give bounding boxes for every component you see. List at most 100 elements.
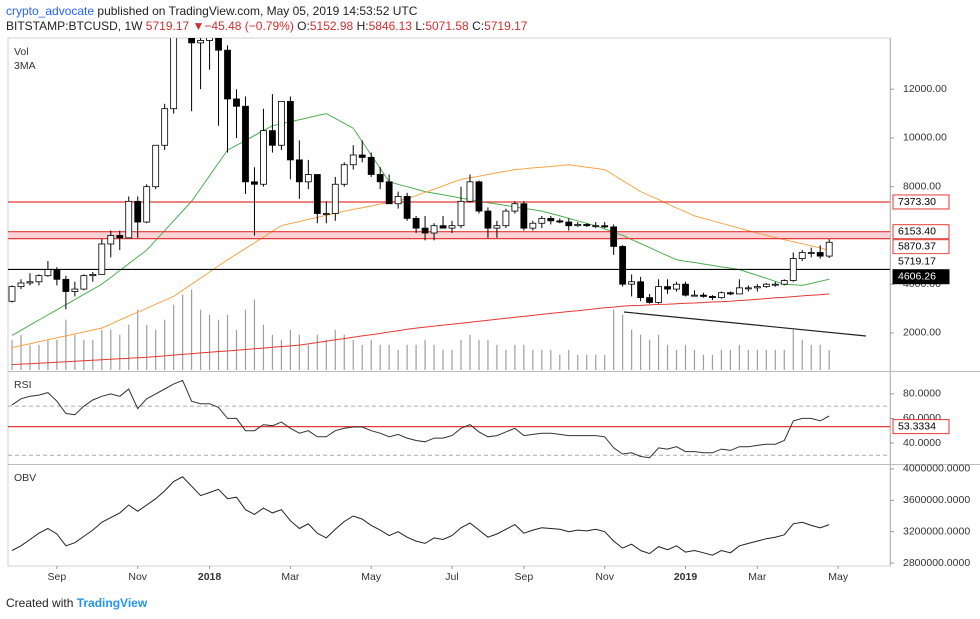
- candle-body: [700, 294, 707, 297]
- candle-body: [170, 38, 178, 110]
- candle-body: [484, 210, 492, 229]
- candle-body: [35, 275, 43, 283]
- candle-body: [385, 181, 393, 205]
- volume-bar: [577, 354, 579, 370]
- candle-body: [242, 105, 249, 183]
- candle-body: [251, 181, 258, 185]
- volume-bar: [559, 354, 561, 370]
- candle-body: [322, 213, 330, 215]
- candle-body: [439, 225, 447, 229]
- footer-text: Created with: [6, 596, 74, 610]
- volume-bar: [720, 349, 723, 370]
- candle-body: [403, 196, 411, 219]
- x-tick-label: Nov: [595, 571, 614, 583]
- y-tick-label: 3600000.0000: [903, 494, 970, 506]
- volume-bar: [801, 339, 803, 370]
- candle-body: [295, 159, 303, 183]
- volume-bar: [496, 344, 498, 370]
- candle-body: [682, 283, 689, 296]
- candle-body: [233, 98, 240, 107]
- candle-body: [206, 38, 213, 41]
- volume-bar: [765, 349, 767, 370]
- volume-bar: [397, 349, 399, 370]
- candle-body: [17, 282, 25, 288]
- candle-body: [71, 288, 79, 292]
- price-label-box: [892, 254, 950, 270]
- candle-body: [771, 283, 779, 286]
- volume-bar: [253, 299, 256, 370]
- volume-bar: [648, 339, 651, 370]
- volume-bar: [38, 344, 40, 370]
- volume-bar: [684, 344, 687, 370]
- candle-body: [269, 130, 276, 146]
- volume-bar: [711, 354, 714, 370]
- volume-bar: [280, 339, 282, 370]
- c-value: 5719.17: [484, 19, 528, 33]
- candle-body: [152, 144, 160, 188]
- candle-body: [340, 164, 348, 185]
- volume-bar: [244, 309, 247, 370]
- arrow: ▼: [192, 19, 205, 33]
- volume-bar: [128, 324, 130, 370]
- h-value: 5846.13: [368, 19, 412, 33]
- volume-bar: [262, 324, 265, 370]
- volume-bar: [325, 339, 327, 370]
- candle-body: [197, 40, 204, 44]
- candle-body: [448, 225, 456, 229]
- candle-body: [619, 246, 627, 285]
- publish-line: crypto_advocate published on TradingView…: [6, 4, 527, 19]
- candle-body: [646, 297, 653, 303]
- volume-bar: [541, 349, 543, 370]
- pane-title: RSI: [14, 379, 32, 391]
- candle-body: [691, 294, 698, 297]
- candle-body: [556, 220, 564, 223]
- volume-bar: [675, 349, 678, 370]
- candle-body: [529, 222, 537, 229]
- last: 5719.17: [145, 19, 190, 33]
- volume-bar: [523, 344, 525, 370]
- line-series: [11, 293, 830, 366]
- volume-bar: [657, 334, 660, 370]
- author[interactable]: crypto_advocate: [6, 4, 95, 18]
- volume-bar: [388, 344, 390, 370]
- header: crypto_advocate published on TradingView…: [6, 4, 527, 34]
- candle-body: [565, 221, 573, 227]
- volume-bar: [406, 344, 408, 370]
- y-tick-label: 80.0000: [903, 388, 941, 400]
- candle-body: [376, 174, 384, 183]
- candle-body: [62, 278, 70, 292]
- candle-body: [538, 217, 546, 224]
- candle-body: [116, 235, 124, 239]
- candle-body: [224, 49, 231, 100]
- candle-body: [53, 269, 61, 280]
- volume-bar: [487, 339, 489, 370]
- volume-bar: [343, 334, 345, 370]
- volume-bar: [101, 329, 103, 370]
- volume-bar: [469, 334, 471, 370]
- footer: Created with TradingView: [6, 596, 147, 610]
- candle-body: [780, 280, 788, 285]
- candle-body: [718, 292, 725, 299]
- candle-body: [89, 274, 97, 277]
- candle-body: [789, 258, 797, 281]
- change: −45.48 (−0.79%): [204, 19, 294, 33]
- brand[interactable]: TradingView: [76, 596, 148, 610]
- volume-bar: [47, 339, 49, 370]
- volume-bar: [586, 354, 588, 370]
- legend-entry: 3MA: [14, 60, 36, 72]
- x-tick-label: Jul: [445, 571, 458, 583]
- candle-body: [313, 174, 321, 214]
- overlay: 2000.004000.008000.0010000.0012000.00737…: [8, 46, 970, 583]
- l-label: L:: [415, 19, 426, 33]
- volume-bar: [774, 349, 776, 370]
- volume-bar: [424, 339, 426, 370]
- volume-bar: [514, 344, 516, 370]
- candle-body: [286, 100, 294, 161]
- candle-body: [180, 0, 186, 16]
- volume-bar: [182, 294, 184, 370]
- x-tick-label: 2018: [198, 571, 222, 583]
- candle-body: [735, 287, 743, 295]
- volume-bar: [747, 349, 749, 370]
- y-tick-label: 4000000.0000: [903, 463, 970, 475]
